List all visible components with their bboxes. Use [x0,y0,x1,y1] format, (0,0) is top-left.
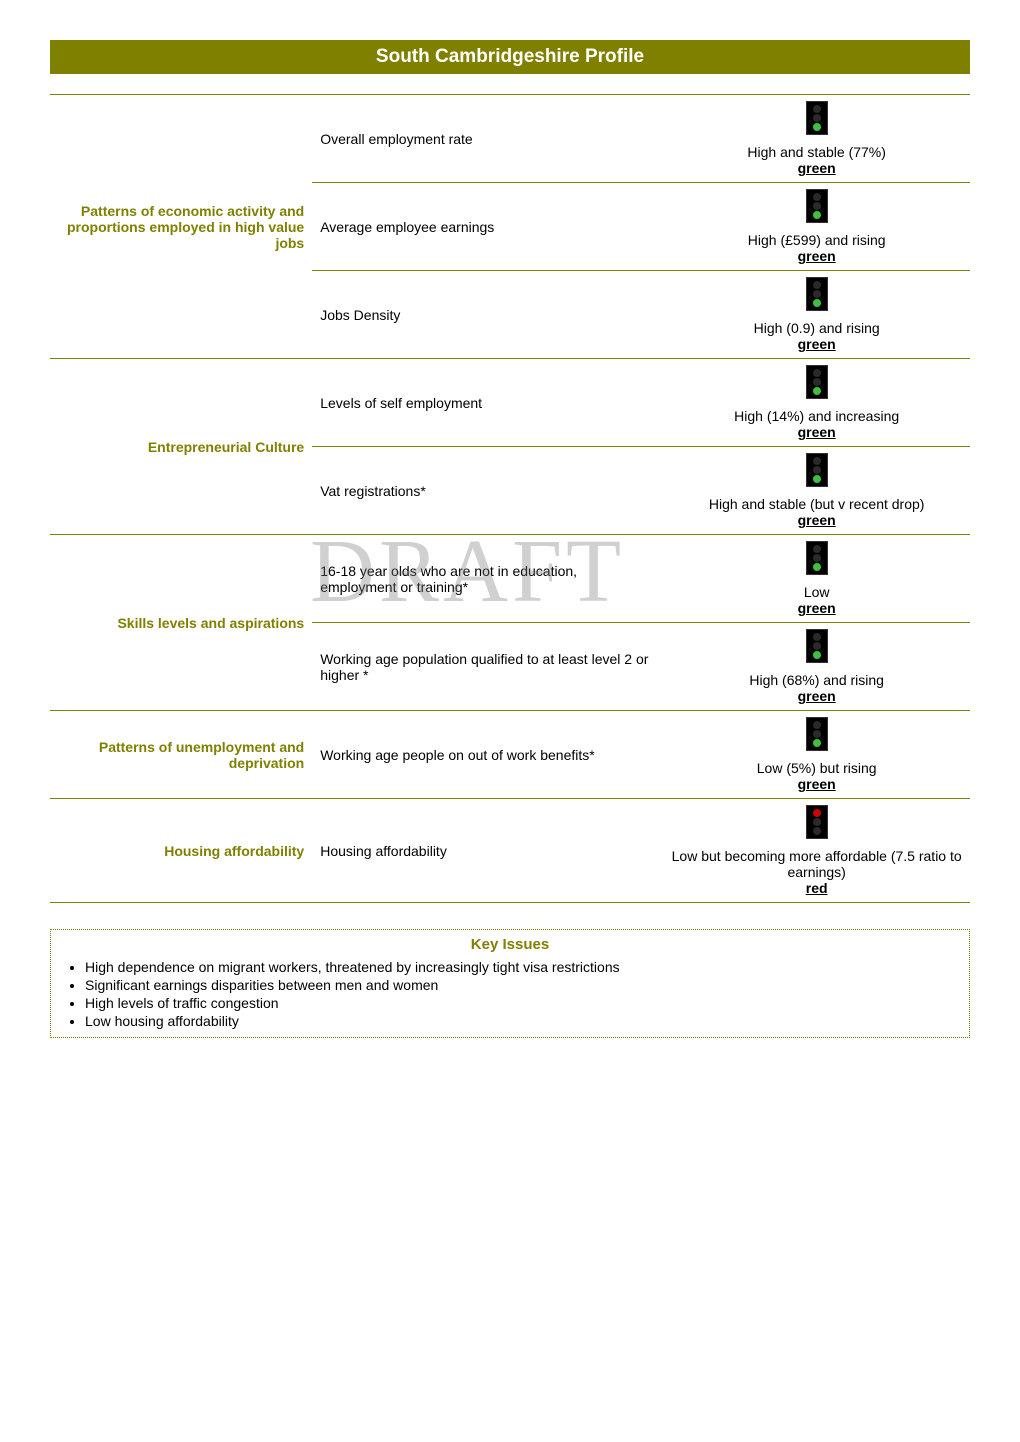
key-issue-item: Low housing affordability [85,1013,959,1029]
indicator-status: red [671,880,962,896]
profile-table: Patterns of economic activity and propor… [50,94,970,903]
key-issues-box: Key Issues High dependence on migrant wo… [50,929,970,1038]
indicator-value-text: Low [671,584,962,600]
indicator-label: Levels of self employment [312,359,663,447]
indicator-value-text: High (£599) and rising [671,232,962,248]
key-issues-list: High dependence on migrant workers, thre… [61,959,959,1029]
indicator-status: green [671,600,962,616]
indicator-value-cell: High (68%) and risinggreen [663,623,970,711]
traffic-light-icon [806,277,828,311]
indicator-value-text: High (68%) and rising [671,672,962,688]
table-row: Patterns of unemployment and deprivation… [50,711,970,799]
category-label: Skills levels and aspirations [50,535,312,711]
indicator-value-text: High (14%) and increasing [671,408,962,424]
category-label: Entrepreneurial Culture [50,359,312,535]
indicator-label: Vat registrations* [312,447,663,535]
traffic-light-icon [806,453,828,487]
indicator-status: green [671,160,962,176]
indicator-value-cell: Lowgreen [663,535,970,623]
traffic-light-icon [806,541,828,575]
indicator-value-cell: Low (5%) but risinggreen [663,711,970,799]
traffic-light-icon [806,805,828,839]
category-label: Housing affordability [50,799,312,903]
table-row: Skills levels and aspirations16-18 year … [50,535,970,623]
indicator-value-text: Low (5%) but rising [671,760,962,776]
table-row: Patterns of economic activity and propor… [50,95,970,183]
indicator-value-cell: High and stable (but v recent drop)green [663,447,970,535]
indicator-label: 16-18 year olds who are not in education… [312,535,663,623]
key-issues-title: Key Issues [61,936,959,953]
indicator-status: green [671,776,962,792]
indicator-label: Working age population qualified to at l… [312,623,663,711]
indicator-label: Average employee earnings [312,183,663,271]
indicator-label: Jobs Density [312,271,663,359]
key-issue-item: High levels of traffic congestion [85,995,959,1011]
table-row: Housing affordabilityHousing affordabili… [50,799,970,903]
indicator-label: Overall employment rate [312,95,663,183]
indicator-status: green [671,424,962,440]
traffic-light-icon [806,101,828,135]
indicator-value-cell: High (0.9) and risinggreen [663,271,970,359]
page-container: South Cambridgeshire Profile DRAFT Patte… [50,40,970,1038]
indicator-value-text: High (0.9) and rising [671,320,962,336]
indicator-value-text: High and stable (77%) [671,144,962,160]
table-row: Entrepreneurial CultureLevels of self em… [50,359,970,447]
category-label: Patterns of unemployment and deprivation [50,711,312,799]
page-title-bar: South Cambridgeshire Profile [50,40,970,74]
indicator-value-text: Low but becoming more affordable (7.5 ra… [671,848,962,880]
indicator-status: green [671,688,962,704]
key-issue-item: Significant earnings disparities between… [85,977,959,993]
indicator-value-cell: Low but becoming more affordable (7.5 ra… [663,799,970,903]
traffic-light-icon [806,629,828,663]
traffic-light-icon [806,365,828,399]
traffic-light-icon [806,717,828,751]
traffic-light-icon [806,189,828,223]
indicator-value-cell: High (£599) and risinggreen [663,183,970,271]
category-label: Patterns of economic activity and propor… [50,95,312,359]
page-title: South Cambridgeshire Profile [376,46,644,67]
indicator-label: Housing affordability [312,799,663,903]
indicator-label: Working age people on out of work benefi… [312,711,663,799]
indicator-value-cell: High (14%) and increasinggreen [663,359,970,447]
indicator-value-text: High and stable (but v recent drop) [671,496,962,512]
key-issue-item: High dependence on migrant workers, thre… [85,959,959,975]
indicator-status: green [671,512,962,528]
indicator-value-cell: High and stable (77%)green [663,95,970,183]
indicator-status: green [671,336,962,352]
indicator-status: green [671,248,962,264]
